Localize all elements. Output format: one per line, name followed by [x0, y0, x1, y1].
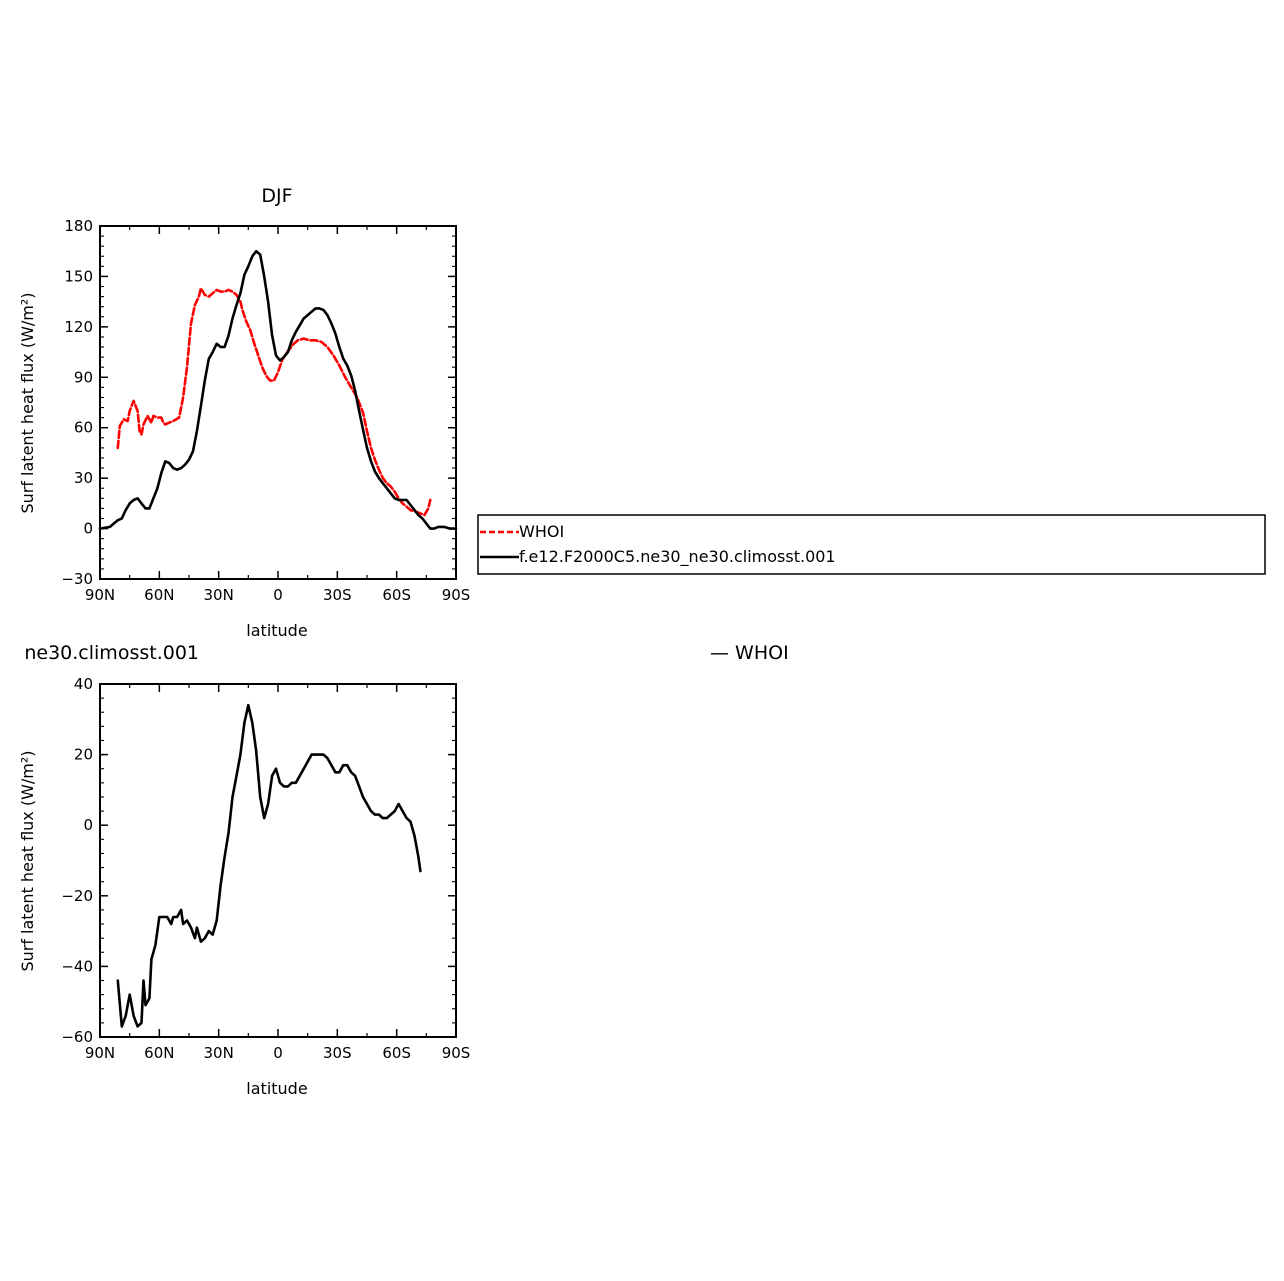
top-series-layer	[98, 249, 458, 530]
top-plot-frame	[99, 225, 457, 580]
bottom-y-tick-label: −60	[61, 1028, 93, 1046]
bottom-x-tick-label: 0	[273, 1044, 283, 1062]
top-y-tick-label: 150	[64, 267, 93, 285]
bottom-plot-title-right: — WHOI	[710, 642, 789, 664]
top-y-tick-label: 60	[74, 419, 93, 437]
bottom-plot-title-left: ne30.climosst.001	[24, 642, 199, 664]
bottom-panel: ne30.climosst.001 — WHOI 90N 60N 30N 0 30S 60…	[18, 642, 789, 1098]
top-y-tick-label: 180	[64, 217, 93, 235]
top-y-tick-label: 120	[64, 318, 93, 336]
top-plot-title: DJF	[261, 185, 292, 207]
legend-box	[477, 514, 1266, 575]
top-x-tick-label: 90N	[85, 586, 115, 604]
top-y-tick-label: −30	[61, 570, 93, 588]
top-ticks: 90N 60N 30N 0 30S 60S 90S 180 150 120 90 60 30 0 −30	[61, 217, 470, 604]
top-y-tick-label: 90	[74, 368, 93, 386]
bottom-x-tick-label: 30S	[323, 1044, 352, 1062]
legend-label-whoi: WHOI	[519, 522, 564, 541]
bottom-y-tick-label: 40	[74, 675, 93, 693]
bottom-y-tick-label: 0	[83, 816, 93, 834]
bottom-y-tick-label: −40	[61, 957, 93, 975]
bottom-x-tick-label: 30N	[204, 1044, 234, 1062]
top-x-tick-label: 30N	[204, 586, 234, 604]
bottom-plot-frame	[99, 683, 457, 1038]
bottom-x-tick-label: 90S	[442, 1044, 471, 1062]
top-y-tick-label: 30	[74, 469, 93, 487]
top-y-tick-label: 0	[83, 520, 93, 538]
top-x-tick-label: 90S	[442, 586, 471, 604]
top-x-tick-label: 0	[273, 586, 283, 604]
bottom-x-tick-label: 90N	[85, 1044, 115, 1062]
bottom-series-layer	[116, 703, 422, 1028]
top-x-tick-label: 60S	[382, 586, 411, 604]
legend: WHOI f.e12.F2000C5.ne30_ne30.climosst.00…	[477, 514, 1266, 575]
bottom-y-tick-label: 20	[74, 746, 93, 764]
top-x-axis-label: latitude	[246, 621, 307, 640]
top-series-whoi-line	[116, 286, 432, 517]
bottom-x-tick-label: 60S	[382, 1044, 411, 1062]
bottom-y-axis-label: Surf latent heat flux (W/m²)	[18, 750, 37, 971]
bottom-x-tick-label: 60N	[144, 1044, 174, 1062]
top-y-axis-label: Surf latent heat flux (W/m²)	[18, 292, 37, 513]
top-panel: DJF 90N 60N 30N 0 30S 60S 90S 180 150 120 90 60 30 0 −…	[18, 185, 470, 640]
bottom-x-axis-label: latitude	[246, 1079, 307, 1098]
top-x-tick-label: 60N	[144, 586, 174, 604]
bottom-y-tick-label: −20	[61, 887, 93, 905]
legend-label-model: f.e12.F2000C5.ne30_ne30.climosst.001	[519, 547, 836, 567]
top-series-model-line	[98, 249, 458, 530]
top-x-tick-label: 30S	[323, 586, 352, 604]
bottom-series-model-line	[116, 703, 422, 1028]
bottom-ticks: 90N 60N 30N 0 30S 60S 90S 40 20 0 −20 −40 −60	[61, 675, 470, 1062]
